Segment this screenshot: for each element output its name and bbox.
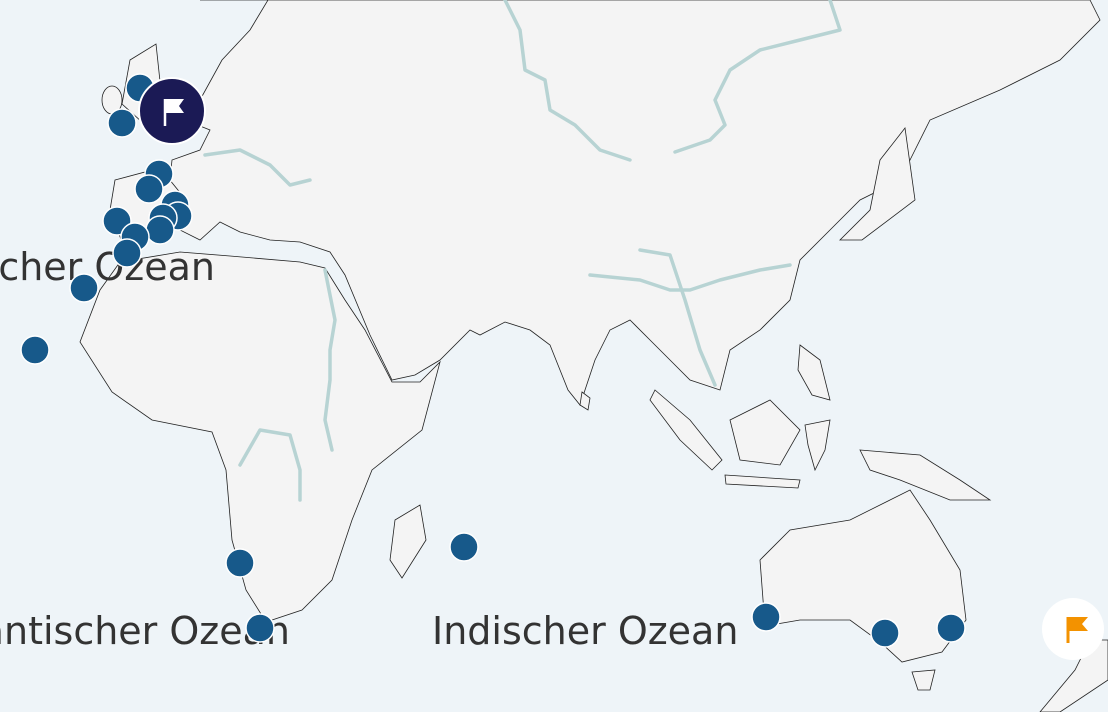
river [638,248,717,387]
location-marker[interactable] [107,108,137,138]
river [503,0,632,162]
location-marker[interactable] [145,215,175,245]
ocean-label: Indischer Ozean [432,609,738,653]
river [588,263,792,292]
location-marker[interactable] [245,613,275,643]
river [203,148,312,187]
philippines [797,344,831,401]
river [673,0,842,154]
location-marker[interactable] [225,548,255,578]
sulawesi [804,419,831,472]
java [724,474,801,489]
rivers [203,0,842,502]
location-marker[interactable] [134,174,164,204]
tasmania [911,669,936,691]
new-guinea [859,449,992,501]
flag-button[interactable] [1042,598,1104,660]
africa [79,251,441,623]
location-marker[interactable] [20,335,50,365]
new-zealand [1039,639,1108,712]
location-marker[interactable] [112,238,142,268]
sumatra [649,389,723,471]
flag-icon [166,99,184,113]
flag-icon [1069,617,1088,631]
ocean-label: Atlantischer Ozean [0,609,290,653]
location-marker[interactable] [870,618,900,648]
ocean-label: Atlantischer Ozean [0,245,215,289]
river [238,428,302,502]
location-marker[interactable] [936,613,966,643]
madagascar [389,504,427,579]
location-marker[interactable] [751,602,781,632]
flag-marker[interactable] [138,77,206,145]
borneo [729,399,801,466]
australia [759,489,967,663]
location-marker[interactable] [69,273,99,303]
japan [839,127,916,241]
ocean-labels: Atlantischer Ozean Atlantischer Ozean In… [0,245,738,653]
eurasia [167,0,1101,406]
location-marker[interactable] [449,532,479,562]
markers [20,73,966,648]
river [323,268,337,452]
sri-lanka [579,391,591,411]
